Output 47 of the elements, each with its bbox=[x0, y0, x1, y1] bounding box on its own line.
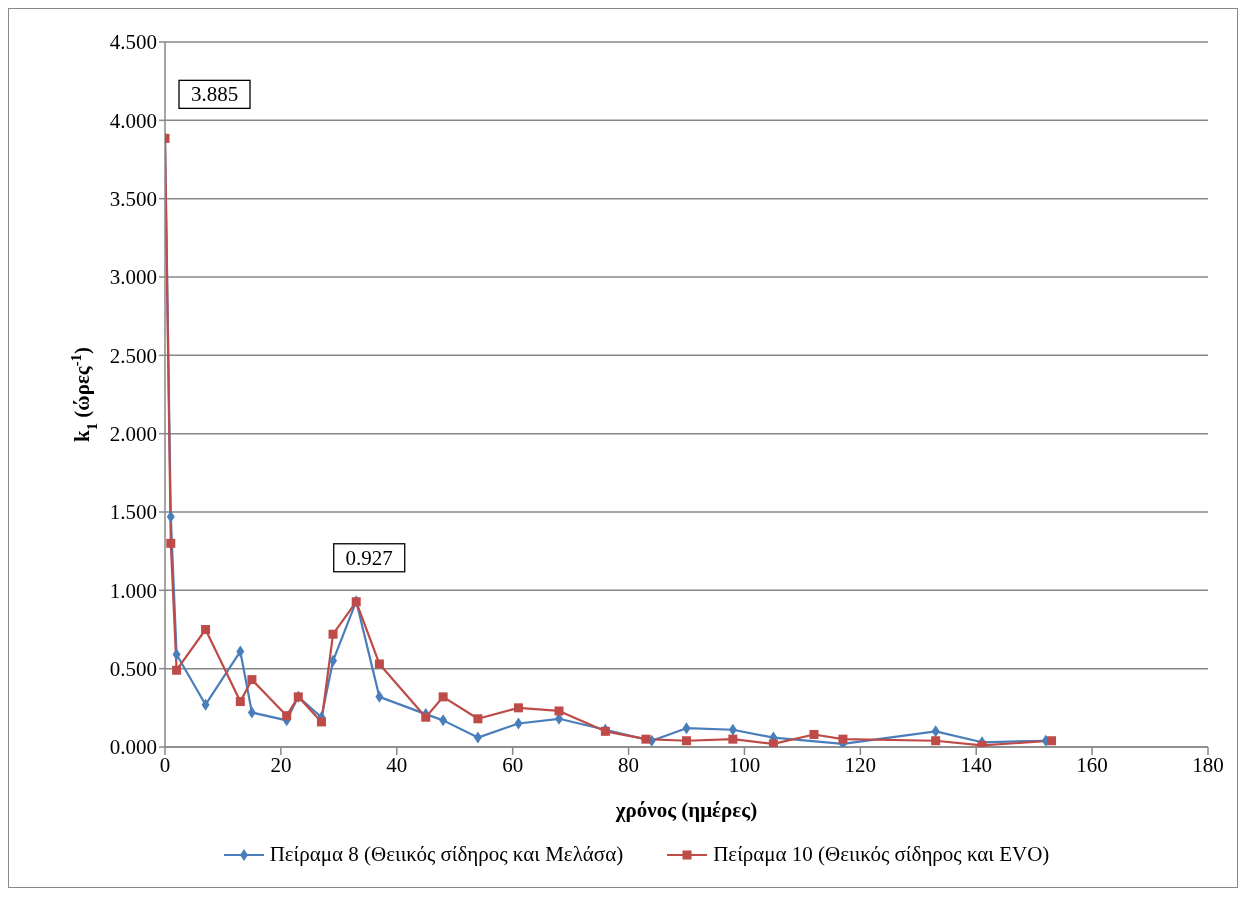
point bbox=[172, 665, 182, 675]
x-tick-label: 100 bbox=[728, 752, 761, 777]
x-tick-label: 120 bbox=[844, 752, 877, 777]
y-tick-label: 1.500 bbox=[109, 500, 157, 525]
point bbox=[247, 675, 257, 685]
point bbox=[682, 736, 691, 746]
point bbox=[316, 717, 326, 727]
y-tick-label: 1.000 bbox=[109, 578, 157, 603]
y-tick-label: 2.500 bbox=[109, 343, 157, 368]
point bbox=[554, 706, 564, 716]
point bbox=[473, 714, 483, 724]
x-tick-label: 80 bbox=[618, 752, 640, 777]
y-tick-label: 4.500 bbox=[109, 30, 157, 55]
y-tick-label: 0.500 bbox=[109, 657, 157, 682]
point bbox=[438, 692, 448, 702]
point bbox=[374, 659, 384, 669]
point bbox=[728, 734, 738, 744]
point bbox=[282, 711, 292, 721]
point bbox=[421, 712, 431, 722]
y-tick-label: 0.000 bbox=[109, 735, 157, 760]
y-tick-label: 4.000 bbox=[109, 108, 157, 133]
point bbox=[235, 697, 245, 707]
point bbox=[513, 703, 523, 713]
x-tick-label: 180 bbox=[1192, 752, 1224, 777]
x-tick-label: 140 bbox=[960, 752, 992, 777]
x-axis-title: χρόνος (ημέρες) bbox=[614, 798, 758, 822]
y-tick-label: 3.500 bbox=[109, 187, 157, 212]
y-tick-label: 3.000 bbox=[109, 265, 157, 290]
x-tick-label: 0 bbox=[159, 752, 171, 777]
y-tick-label: 2.000 bbox=[109, 422, 157, 447]
point bbox=[641, 734, 651, 744]
point bbox=[931, 736, 941, 746]
legend-label: Πείραμα 10 (Θειικός σίδηρος και EVO) bbox=[713, 842, 1050, 867]
point bbox=[328, 629, 338, 639]
x-tick-label: 160 bbox=[1076, 752, 1108, 777]
x-tick-label: 20 bbox=[270, 752, 292, 777]
point bbox=[977, 740, 987, 747]
point bbox=[201, 625, 211, 634]
x-tick-label: 40 bbox=[386, 752, 408, 777]
point bbox=[809, 729, 819, 739]
point bbox=[768, 739, 778, 747]
annotation: 0.927 bbox=[345, 545, 393, 570]
point bbox=[166, 538, 176, 548]
x-tick-label: 60 bbox=[502, 752, 524, 777]
legend-label: Πείραμα 8 (Θειικός σίδηρος και Μελάσα) bbox=[269, 842, 624, 867]
annotation: 3.885 bbox=[190, 82, 239, 107]
point bbox=[1047, 736, 1057, 746]
